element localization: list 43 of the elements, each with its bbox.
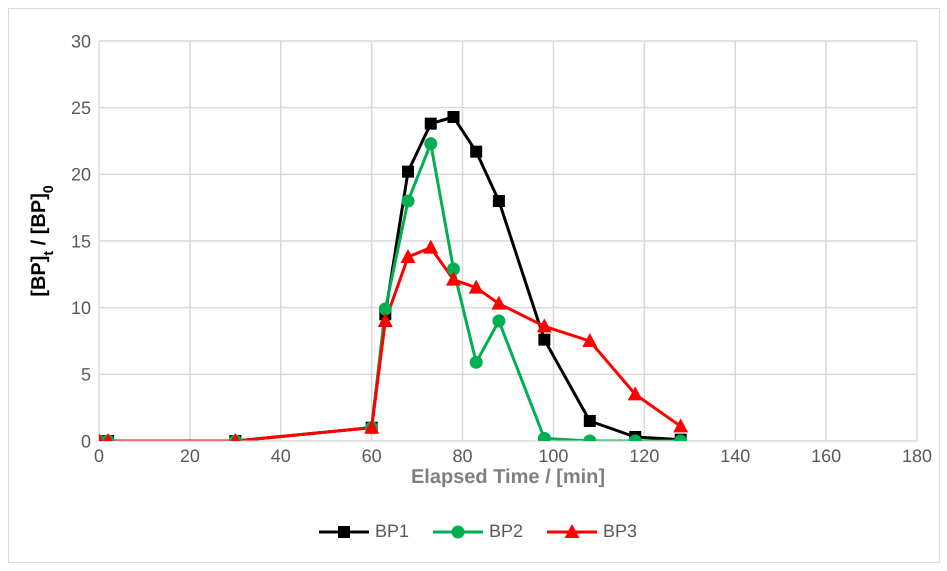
point: [446, 262, 460, 276]
point: [628, 386, 643, 400]
x-tick-label: 0: [94, 446, 104, 466]
point: [378, 302, 392, 316]
legend-label: BP2: [488, 521, 524, 542]
point: [402, 166, 414, 178]
point: [538, 334, 550, 346]
y-tick-label: 20: [70, 164, 91, 185]
y-tick-label: 30: [70, 31, 91, 52]
legend-label: BP3: [602, 521, 638, 542]
point: [424, 118, 437, 130]
x-tick-label: 40: [270, 446, 291, 466]
point: [492, 195, 505, 207]
point: [536, 318, 552, 332]
point: [470, 146, 482, 158]
point: [492, 314, 506, 328]
point: [673, 418, 688, 432]
legend-label: BP1: [374, 521, 409, 542]
point: [470, 356, 483, 369]
x-axis-title: Elapsed Time / [min]: [410, 466, 606, 488]
point: [400, 249, 416, 263]
y-tick-label: 0: [80, 431, 91, 452]
point: [491, 296, 506, 310]
y-tick-label: 25: [70, 98, 91, 118]
point: [468, 280, 484, 294]
x-tick-label: 180: [902, 446, 932, 466]
point: [582, 333, 598, 347]
x-tick-label: 60: [362, 446, 382, 466]
point: [446, 272, 461, 286]
y-tick-label: 10: [70, 298, 91, 318]
point: [402, 194, 415, 208]
x-tick-label: 120: [629, 446, 660, 466]
point: [447, 111, 460, 123]
x-tick-label: 20: [180, 446, 200, 466]
point: [378, 313, 393, 327]
y-tick-label: 15: [70, 231, 91, 252]
x-tick-label: 100: [538, 446, 568, 466]
x-tick-label: 140: [720, 446, 750, 466]
point: [424, 137, 438, 150]
point: [423, 240, 438, 254]
y-tick-label: 5: [80, 364, 91, 385]
x-tick-label: 160: [811, 446, 842, 466]
x-tick-label: 80: [452, 446, 473, 466]
